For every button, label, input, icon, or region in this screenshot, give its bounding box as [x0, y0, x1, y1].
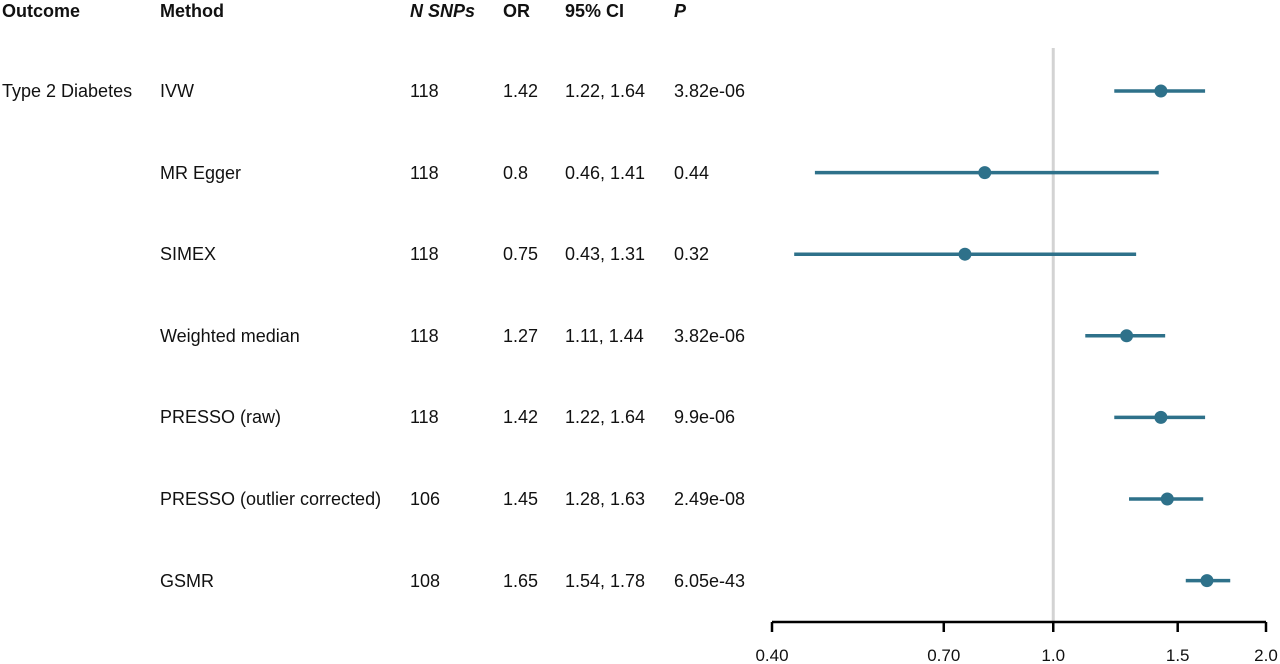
method-cell: SIMEX — [160, 244, 217, 265]
p-value-cell: 0.32 — [674, 244, 710, 265]
or-cell: 0.75 — [503, 244, 539, 265]
ci-cell: 0.43, 1.31 — [565, 244, 646, 265]
or-point — [958, 247, 972, 261]
or-point — [1154, 410, 1168, 424]
p-value-cell: 6.05e-43 — [674, 570, 746, 591]
or-cell: 1.27 — [503, 325, 539, 346]
x-tick-label: 1.5 — [1166, 646, 1190, 664]
header-p: P — [674, 1, 687, 21]
or-cell: 1.65 — [503, 570, 539, 591]
ci-cell: 1.22, 1.64 — [565, 81, 646, 101]
nsnps-cell: 118 — [410, 162, 439, 183]
method-cell: PRESSO (outlier corrected) — [160, 489, 382, 509]
nsnps-cell: 118 — [410, 325, 439, 346]
or-cell: 1.42 — [503, 407, 539, 428]
header-or: OR — [503, 1, 530, 21]
method-cell: Weighted median — [160, 325, 300, 346]
p-value-cell: 3.82e-06 — [674, 325, 746, 346]
nsnps-cell: 108 — [410, 570, 441, 591]
or-point — [1120, 329, 1134, 343]
method-cell: PRESSO (raw) — [160, 407, 282, 428]
outcome-label: Type 2 Diabetes — [2, 81, 133, 101]
or-cell: 0.8 — [503, 162, 529, 183]
x-tick-label: 2.0 — [1254, 646, 1278, 664]
header-ci: 95% CI — [565, 1, 625, 21]
header-outcome: Outcome — [2, 1, 81, 21]
method-cell: IVW — [160, 81, 194, 101]
ci-cell: 1.22, 1.64 — [565, 407, 646, 428]
ci-cell: 0.46, 1.41 — [565, 162, 646, 183]
x-tick-label: 0.70 — [927, 646, 960, 664]
method-cell: GSMR — [160, 570, 214, 591]
or-point — [978, 166, 992, 180]
method-cell: MR Egger — [160, 162, 242, 183]
nsnps-cell: 118 — [410, 407, 439, 428]
or-point — [1160, 492, 1174, 506]
or-point — [1154, 84, 1168, 98]
nsnps-cell: 118 — [410, 244, 439, 265]
or-cell: 1.45 — [503, 489, 539, 509]
x-tick-label: 0.40 — [755, 646, 788, 664]
nsnps-cell: 118 — [410, 81, 439, 101]
header-method: Method — [160, 1, 224, 21]
nsnps-cell: 106 — [410, 489, 441, 509]
or-cell: 1.42 — [503, 81, 539, 101]
p-value-cell: 9.9e-06 — [674, 407, 736, 428]
or-point — [1200, 574, 1214, 588]
p-value-cell: 3.82e-06 — [674, 81, 746, 101]
p-value-cell: 0.44 — [674, 162, 710, 183]
header-nsnps: N SNPs — [410, 1, 476, 21]
x-tick-label: 1.0 — [1041, 646, 1065, 664]
p-value-cell: 2.49e-08 — [674, 489, 746, 509]
ci-cell: 1.11, 1.44 — [565, 325, 644, 346]
ci-cell: 1.28, 1.63 — [565, 489, 646, 509]
ci-cell: 1.54, 1.78 — [565, 570, 646, 591]
